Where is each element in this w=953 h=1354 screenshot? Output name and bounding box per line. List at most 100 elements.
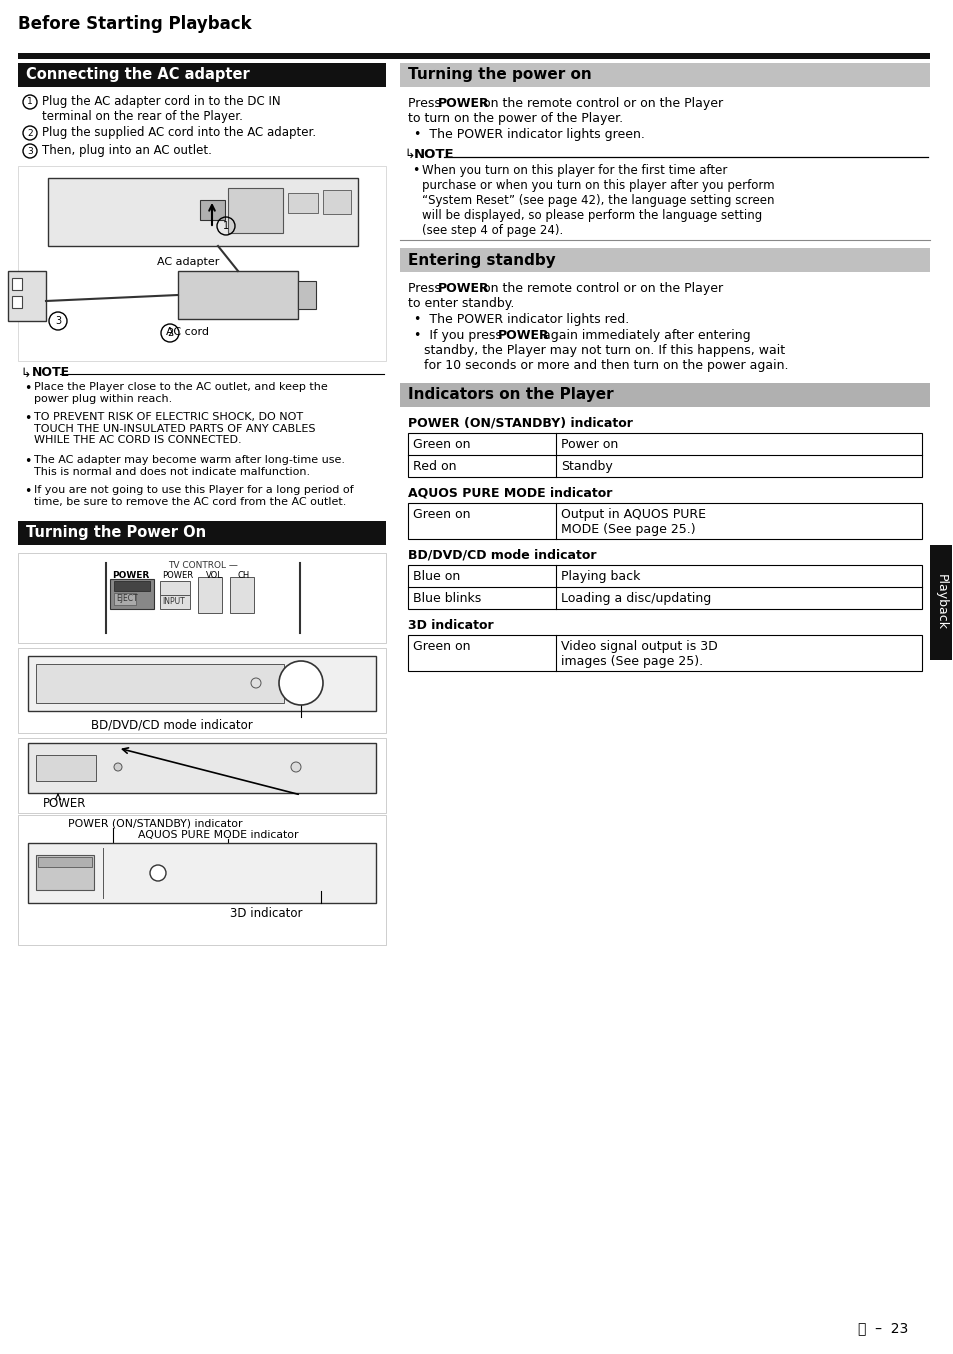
Bar (36, 663, 284, 703)
Bar (288, 194, 317, 213)
Text: again immediately after entering: again immediately after entering (538, 329, 750, 343)
Bar (110, 580, 153, 609)
Text: Green on: Green on (413, 508, 470, 521)
Text: Press: Press (408, 97, 444, 110)
Text: CH: CH (237, 571, 250, 580)
Bar (399, 383, 929, 408)
Bar (178, 271, 297, 320)
Text: EJECT: EJECT (116, 594, 137, 603)
Bar (18, 738, 386, 812)
Text: •: • (24, 382, 31, 395)
Text: Blue blinks: Blue blinks (413, 592, 480, 605)
Circle shape (113, 764, 122, 770)
Text: Turning the power on: Turning the power on (408, 68, 591, 83)
Text: 1: 1 (223, 221, 229, 232)
Text: Power on: Power on (560, 437, 618, 451)
Bar (18, 521, 386, 546)
Text: 2: 2 (167, 328, 172, 338)
Text: Entering standby: Entering standby (408, 252, 556, 268)
Text: ⓔ  –  23: ⓔ – 23 (857, 1322, 907, 1335)
Bar (12, 278, 22, 290)
Text: When you turn on this player for the first time after
purchase or when you turn : When you turn on this player for the fir… (421, 164, 774, 237)
Text: Green on: Green on (413, 437, 470, 451)
Bar (200, 200, 225, 219)
Bar (228, 188, 283, 233)
Bar (408, 635, 921, 672)
Bar (160, 581, 190, 594)
Text: Green on: Green on (413, 640, 470, 653)
Text: 1: 1 (27, 97, 32, 107)
Bar (18, 815, 386, 945)
Text: 3D indicator: 3D indicator (230, 907, 302, 919)
Bar (36, 854, 94, 890)
Bar (408, 433, 921, 477)
Text: Place the Player close to the AC outlet, and keep the
power plug within reach.: Place the Player close to the AC outlet,… (34, 382, 328, 403)
Text: Then, plug into an AC outlet.: Then, plug into an AC outlet. (42, 144, 212, 157)
Text: BD/DVD/CD mode indicator: BD/DVD/CD mode indicator (91, 718, 253, 731)
Text: Press: Press (408, 282, 444, 295)
Text: Before Starting Playback: Before Starting Playback (18, 15, 252, 32)
Text: VOL: VOL (206, 571, 223, 580)
Bar (48, 177, 357, 246)
Text: to turn on the power of the Player.: to turn on the power of the Player. (408, 112, 622, 125)
Text: Red on: Red on (413, 460, 456, 473)
Bar (399, 248, 929, 272)
Text: Playback: Playback (934, 574, 946, 631)
Text: 3D indicator: 3D indicator (408, 619, 493, 632)
Bar (160, 594, 190, 609)
Text: AC adapter: AC adapter (156, 257, 219, 267)
Text: If you are not going to use this Player for a long period of
time, be sure to re: If you are not going to use this Player … (34, 485, 354, 506)
Text: on the remote control or on the Player: on the remote control or on the Player (478, 97, 722, 110)
Text: Video signal output is 3D
images (See page 25).: Video signal output is 3D images (See pa… (560, 640, 717, 668)
Bar (198, 577, 222, 613)
Text: 2: 2 (27, 129, 32, 138)
Circle shape (150, 865, 166, 881)
Bar (929, 546, 951, 659)
Text: Indicators on the Player: Indicators on the Player (408, 387, 613, 402)
Circle shape (278, 661, 323, 705)
Bar (323, 190, 351, 214)
Text: AC cord: AC cord (167, 328, 210, 337)
Bar (18, 649, 386, 733)
Bar (408, 502, 921, 539)
Bar (18, 53, 929, 60)
Text: AQUOS PURE MODE indicator: AQUOS PURE MODE indicator (138, 830, 298, 839)
Text: POWER: POWER (43, 798, 87, 810)
Bar (28, 844, 375, 903)
Text: POWER: POWER (497, 329, 549, 343)
Text: 3: 3 (55, 315, 61, 326)
Bar (36, 756, 96, 781)
Text: Turning the Power On: Turning the Power On (26, 525, 206, 540)
Text: BD/DVD/CD mode indicator: BD/DVD/CD mode indicator (408, 548, 596, 562)
Text: on the remote control or on the Player: on the remote control or on the Player (478, 282, 722, 295)
Text: POWER (ON/STANDBY) indicator: POWER (ON/STANDBY) indicator (68, 819, 242, 829)
Text: POWER: POWER (162, 571, 193, 580)
Bar (8, 271, 46, 321)
Bar (297, 282, 315, 309)
Text: ↳: ↳ (20, 367, 30, 380)
Bar (28, 743, 375, 793)
Text: TV CONTROL —: TV CONTROL — (168, 561, 237, 570)
Bar (28, 655, 375, 711)
Bar (18, 552, 386, 643)
Text: POWER (ON/STANDBY) indicator: POWER (ON/STANDBY) indicator (408, 417, 632, 431)
Text: NOTE: NOTE (414, 148, 455, 161)
Text: •: • (412, 164, 419, 177)
Circle shape (251, 678, 261, 688)
Text: Loading a disc/updating: Loading a disc/updating (560, 592, 711, 605)
Text: to enter standby.: to enter standby. (408, 297, 514, 310)
Text: Standby: Standby (560, 460, 612, 473)
Circle shape (291, 762, 301, 772)
Bar (408, 565, 921, 609)
Text: for 10 seconds or more and then turn on the power again.: for 10 seconds or more and then turn on … (423, 359, 788, 372)
Text: Plug the AC adapter cord in to the DC IN
terminal on the rear of the Player.: Plug the AC adapter cord in to the DC IN… (42, 95, 280, 123)
Text: POWER: POWER (437, 282, 489, 295)
Bar (12, 297, 22, 307)
Text: •: • (24, 485, 31, 498)
Text: ↳: ↳ (403, 148, 414, 161)
Text: Connecting the AC adapter: Connecting the AC adapter (26, 68, 250, 83)
Text: 3: 3 (27, 146, 32, 156)
Bar (113, 581, 150, 590)
Text: POWER: POWER (437, 97, 489, 110)
Text: •: • (24, 412, 31, 425)
